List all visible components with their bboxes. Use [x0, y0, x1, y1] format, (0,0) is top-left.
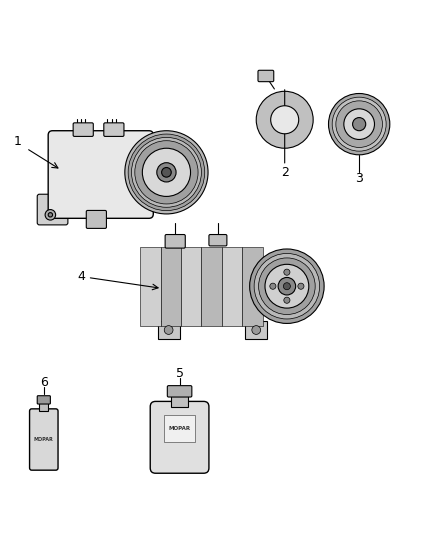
- Bar: [164, 415, 195, 442]
- Bar: [39, 402, 48, 411]
- FancyBboxPatch shape: [165, 235, 185, 248]
- Text: MOPAR: MOPAR: [34, 437, 54, 442]
- FancyBboxPatch shape: [104, 123, 124, 136]
- Circle shape: [278, 278, 296, 295]
- Text: 3: 3: [355, 172, 363, 185]
- Circle shape: [328, 93, 390, 155]
- Text: 4: 4: [77, 270, 85, 282]
- FancyBboxPatch shape: [30, 409, 58, 470]
- FancyBboxPatch shape: [167, 386, 192, 397]
- Circle shape: [254, 254, 320, 319]
- FancyBboxPatch shape: [37, 395, 50, 404]
- Bar: [201, 247, 222, 326]
- Circle shape: [270, 283, 276, 289]
- Circle shape: [131, 138, 201, 207]
- Circle shape: [252, 326, 261, 334]
- Circle shape: [298, 283, 304, 289]
- Bar: [140, 247, 161, 326]
- Bar: [171, 395, 188, 407]
- Circle shape: [344, 109, 374, 140]
- Bar: [161, 247, 181, 326]
- Text: 1: 1: [14, 135, 21, 148]
- Circle shape: [353, 118, 366, 131]
- Circle shape: [284, 297, 290, 303]
- Circle shape: [164, 326, 173, 334]
- FancyBboxPatch shape: [150, 401, 209, 473]
- Text: MOPAR: MOPAR: [169, 426, 191, 431]
- Circle shape: [128, 134, 205, 211]
- Bar: [181, 247, 201, 326]
- Circle shape: [125, 131, 208, 214]
- FancyBboxPatch shape: [73, 123, 93, 136]
- Bar: [245, 321, 267, 339]
- FancyBboxPatch shape: [209, 235, 227, 246]
- Circle shape: [135, 141, 198, 204]
- Circle shape: [45, 209, 56, 220]
- Bar: [222, 247, 242, 326]
- Text: 6: 6: [40, 376, 48, 389]
- Circle shape: [162, 167, 171, 177]
- Circle shape: [48, 213, 53, 217]
- Circle shape: [284, 269, 290, 275]
- Circle shape: [142, 148, 191, 197]
- Circle shape: [157, 163, 176, 182]
- Bar: [242, 247, 263, 326]
- Circle shape: [256, 91, 313, 148]
- Circle shape: [336, 101, 382, 148]
- Text: 2: 2: [281, 166, 289, 179]
- Text: 5: 5: [176, 367, 184, 381]
- Circle shape: [265, 264, 309, 308]
- Circle shape: [258, 258, 315, 314]
- FancyBboxPatch shape: [258, 70, 274, 82]
- FancyBboxPatch shape: [37, 194, 68, 225]
- Circle shape: [332, 97, 386, 151]
- Circle shape: [283, 282, 290, 290]
- Circle shape: [271, 106, 299, 134]
- FancyBboxPatch shape: [48, 131, 153, 219]
- Circle shape: [250, 249, 324, 324]
- FancyBboxPatch shape: [86, 211, 106, 229]
- Bar: [158, 321, 180, 339]
